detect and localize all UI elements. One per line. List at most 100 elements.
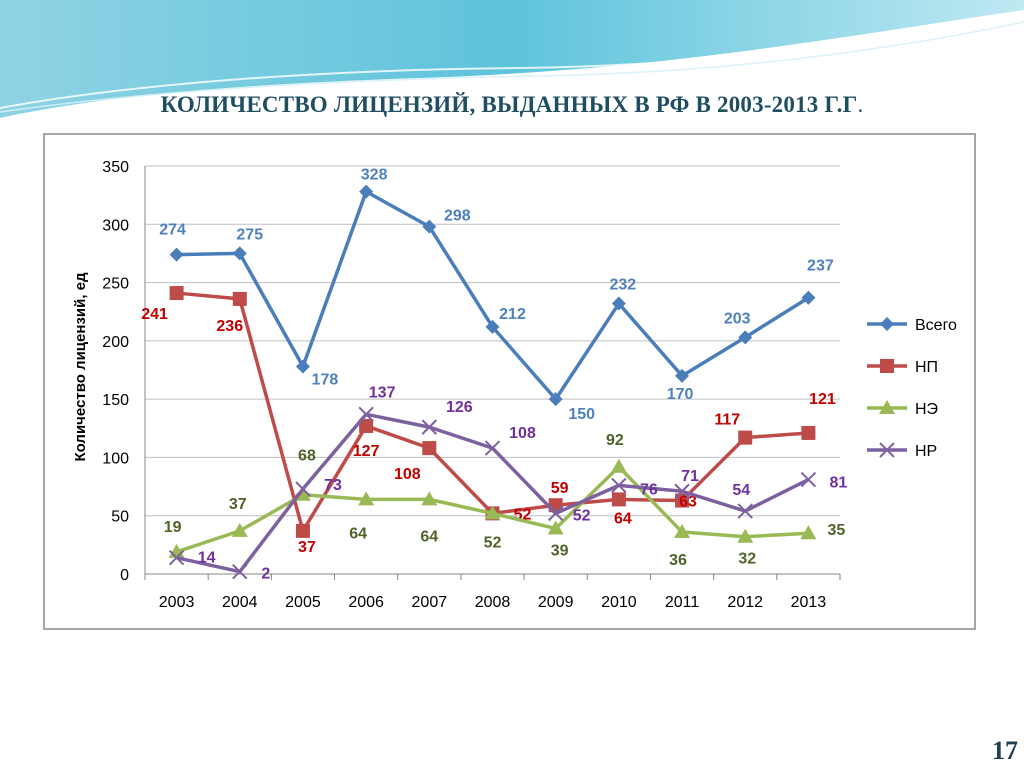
header-wave-decoration bbox=[0, 0, 1024, 118]
data-label: 36 bbox=[669, 552, 687, 569]
series-marker-3 bbox=[484, 440, 501, 456]
series-marker-3 bbox=[168, 549, 185, 566]
series-marker-3 bbox=[737, 503, 753, 519]
legend-marker bbox=[880, 317, 894, 331]
series-marker-0 bbox=[548, 392, 563, 407]
x-tick-label: 2013 bbox=[791, 594, 827, 611]
series-marker-2 bbox=[421, 491, 438, 506]
series-marker-2 bbox=[800, 525, 817, 540]
data-label: 59 bbox=[551, 480, 569, 497]
x-tick-label: 2008 bbox=[475, 594, 511, 611]
slide-title-tail: . bbox=[857, 92, 864, 117]
data-label: 37 bbox=[298, 539, 316, 556]
series-marker-1 bbox=[359, 418, 374, 433]
x-tick-label: 2012 bbox=[727, 594, 763, 611]
data-label: 121 bbox=[809, 391, 836, 408]
data-label: 14 bbox=[198, 550, 216, 567]
data-label: 54 bbox=[732, 482, 750, 499]
y-tick-label: 200 bbox=[102, 334, 129, 351]
data-label: 32 bbox=[738, 551, 756, 568]
series-marker-2 bbox=[610, 458, 627, 473]
data-label: 127 bbox=[353, 443, 380, 460]
slide-title: КОЛИЧЕСТВО ЛИЦЕНЗИЙ, ВЫДАННЫХ В РФ В 200… bbox=[0, 92, 1024, 118]
data-label: 73 bbox=[324, 477, 342, 494]
data-label: 137 bbox=[369, 384, 396, 401]
series-marker-1 bbox=[232, 291, 247, 306]
series-marker-0 bbox=[422, 219, 437, 234]
x-tick-label: 2011 bbox=[665, 594, 700, 611]
series-marker-0 bbox=[359, 184, 374, 199]
y-tick-label: 0 bbox=[120, 567, 129, 584]
series-marker-3 bbox=[674, 483, 690, 499]
data-label: 76 bbox=[640, 481, 658, 498]
data-label: 35 bbox=[828, 522, 846, 539]
y-tick-label: 350 bbox=[102, 159, 129, 176]
data-label: 92 bbox=[606, 432, 624, 449]
series-marker-2 bbox=[231, 522, 248, 537]
data-label: 68 bbox=[298, 448, 316, 465]
y-tick-label: 250 bbox=[102, 276, 129, 293]
x-tick-label: 2007 bbox=[412, 594, 448, 611]
data-label: 63 bbox=[679, 494, 697, 511]
data-label: 64 bbox=[614, 510, 632, 527]
series-line-0 bbox=[176, 189, 810, 401]
series-marker-1 bbox=[611, 492, 626, 507]
series-marker-3 bbox=[611, 477, 627, 494]
series-marker-0 bbox=[611, 296, 626, 311]
series-marker-3 bbox=[800, 471, 817, 488]
legend-label: НП bbox=[915, 359, 938, 376]
series-marker-3 bbox=[421, 419, 438, 435]
data-label: 81 bbox=[830, 475, 848, 492]
data-label: 212 bbox=[499, 306, 526, 323]
data-label: 19 bbox=[164, 519, 182, 536]
series-marker-2 bbox=[484, 505, 501, 520]
data-label: 2 bbox=[261, 566, 270, 583]
y-tick-label: 100 bbox=[102, 450, 129, 467]
licenses-line-chart: Количество лицензий, ед 0 50 100 150 200 250 3… bbox=[72, 159, 957, 611]
data-label: 236 bbox=[216, 318, 243, 335]
series-marker-2 bbox=[737, 528, 754, 543]
x-tick-label: 2003 bbox=[159, 594, 195, 611]
data-label: 275 bbox=[236, 226, 263, 243]
series-marker-0 bbox=[738, 330, 753, 345]
series-marker-2 bbox=[294, 486, 311, 501]
data-label: 37 bbox=[229, 496, 247, 513]
y-tick-label: 300 bbox=[102, 217, 129, 234]
y-tick-label: 150 bbox=[102, 392, 129, 409]
data-label: 64 bbox=[420, 528, 438, 545]
series-marker-1 bbox=[675, 493, 690, 508]
data-label: 52 bbox=[484, 534, 502, 551]
data-label: 108 bbox=[509, 425, 536, 442]
data-label: 241 bbox=[141, 306, 168, 323]
data-label: 237 bbox=[807, 258, 834, 275]
x-tick-label: 2004 bbox=[222, 594, 258, 611]
series-marker-3 bbox=[547, 505, 564, 522]
series-marker-1 bbox=[295, 523, 310, 538]
x-tick-label: 2005 bbox=[285, 594, 321, 611]
series-marker-2 bbox=[547, 520, 564, 535]
x-tick-label: 2006 bbox=[348, 594, 384, 611]
data-label: 64 bbox=[349, 525, 367, 542]
legend-label: НЭ bbox=[915, 401, 938, 418]
y-tick-label: 50 bbox=[111, 509, 129, 526]
series-marker-1 bbox=[801, 425, 816, 440]
legend-marker bbox=[880, 359, 894, 373]
data-label: 170 bbox=[667, 386, 694, 403]
page-number: 17 bbox=[992, 736, 1018, 765]
series-marker-0 bbox=[232, 246, 247, 261]
series-marker-2 bbox=[358, 491, 375, 506]
legend-marker bbox=[879, 442, 895, 458]
series-marker-1 bbox=[738, 430, 753, 445]
legend-label: Всего bbox=[915, 317, 957, 334]
y-axis-title: Количество лицензий, ед bbox=[72, 272, 89, 462]
slide-title-text: КОЛИЧЕСТВО ЛИЦЕНЗИЙ, ВЫДАННЫХ В РФ В 200… bbox=[160, 92, 858, 117]
data-label: 117 bbox=[714, 412, 740, 429]
data-label: 178 bbox=[312, 372, 339, 389]
series-marker-0 bbox=[295, 359, 310, 374]
data-label: 274 bbox=[159, 222, 186, 239]
series-marker-0 bbox=[801, 290, 816, 305]
x-tick-label: 2010 bbox=[601, 594, 637, 611]
data-label: 298 bbox=[444, 208, 471, 225]
series-marker-1 bbox=[422, 441, 437, 456]
data-label: 232 bbox=[610, 277, 637, 294]
